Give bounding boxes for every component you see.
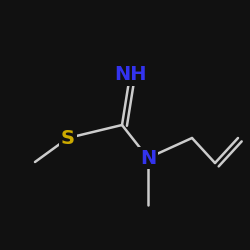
Text: N: N bbox=[140, 148, 156, 168]
Text: NH: NH bbox=[114, 66, 146, 84]
Text: S: S bbox=[61, 128, 75, 148]
